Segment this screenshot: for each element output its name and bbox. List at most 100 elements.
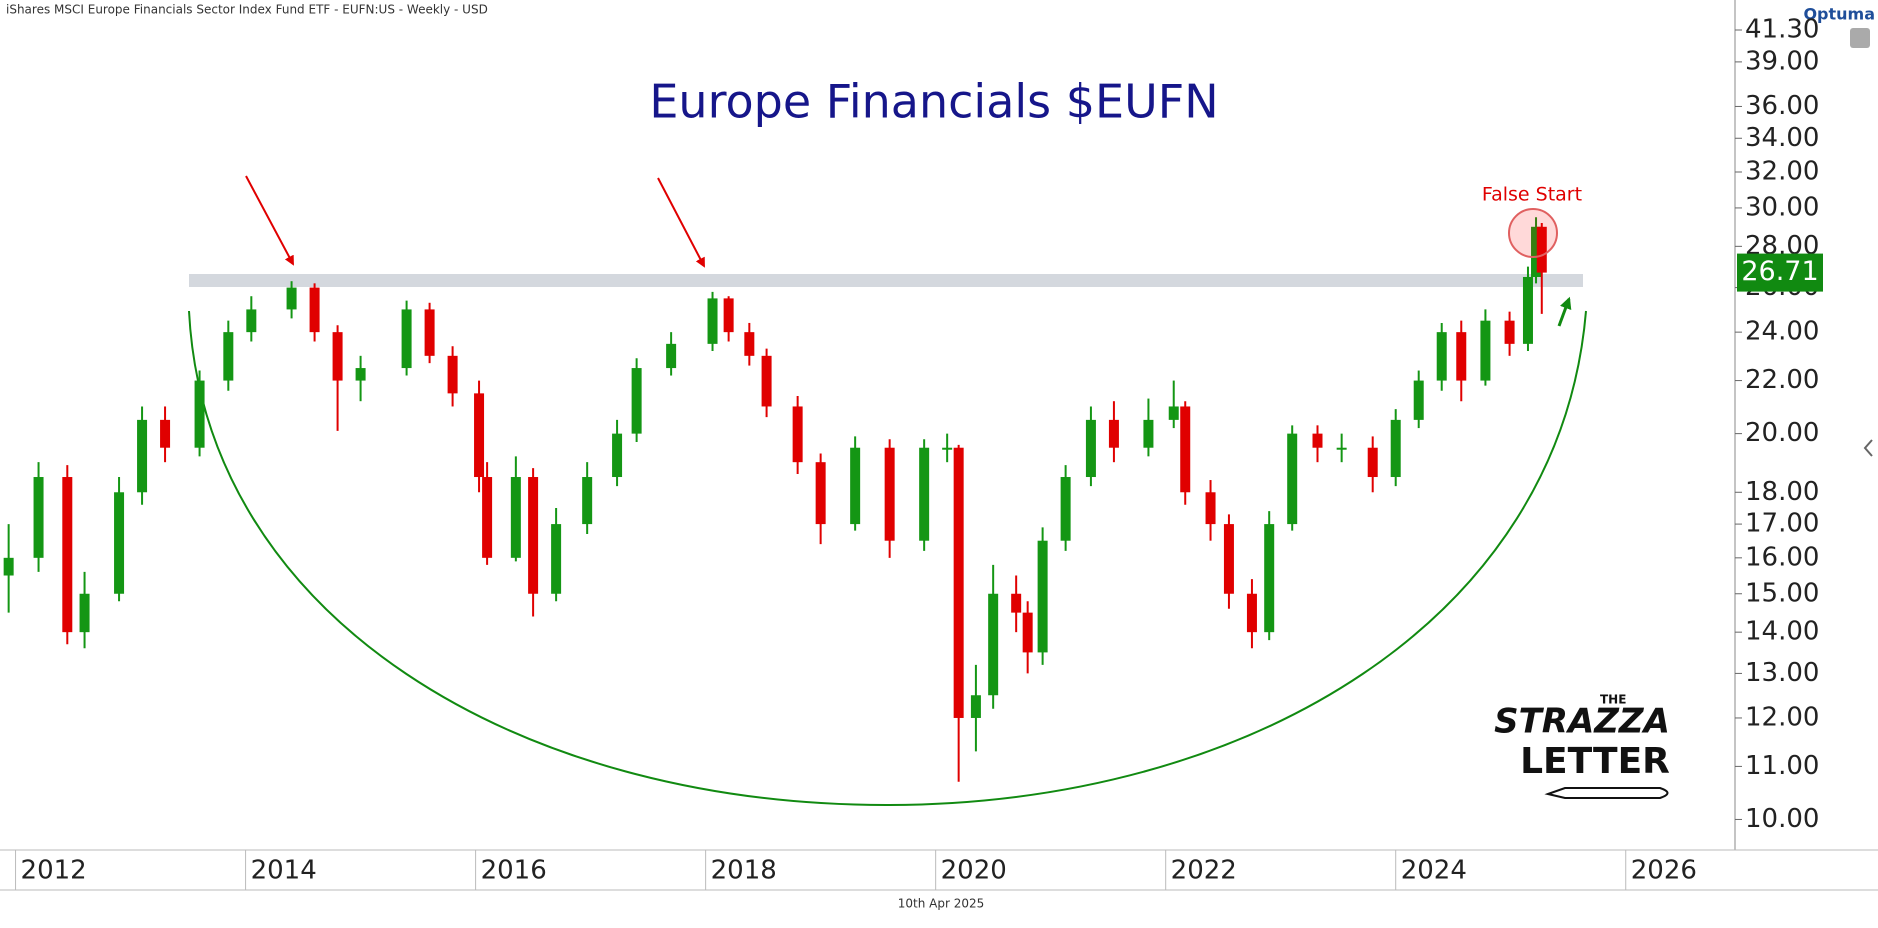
brand: Optuma [1803,5,1875,24]
y-tick-label: 16.00 [1745,542,1819,572]
candle-body [79,593,90,633]
candle-body [1180,406,1191,493]
candle-body [1390,419,1401,478]
y-tick-label: 20.00 [1745,418,1819,448]
candle-body [1037,540,1048,653]
candle-body [62,477,73,633]
y-tick-label: 30.00 [1745,192,1819,222]
last-price-label: 26.71 [1741,256,1818,287]
candle-body [723,298,734,333]
candle-body [1085,419,1096,478]
candle-body [612,433,623,478]
y-tick-label: 32.00 [1745,157,1819,187]
x-tick-label: 2022 [1171,856,1237,886]
candle-body [286,287,297,310]
candle-body [424,309,435,356]
candle-body [942,447,953,450]
candle-body [1480,320,1491,381]
candle-body [919,447,930,541]
candle-body [850,447,861,525]
candle-body [355,368,366,381]
candle-body [114,492,125,594]
candle-body [884,447,895,541]
y-tick-label: 39.00 [1745,46,1819,76]
y-tick-label: 41.30 [1745,14,1819,44]
candle-body [761,355,772,407]
candle-body [988,593,999,696]
candle-body [1264,524,1275,633]
x-tick-label: 2016 [481,856,547,886]
logo: THE STRAZZA LETTER [1494,693,1670,799]
candles [3,217,1547,782]
header: iShares MSCI Europe Financials Sector In… [6,3,488,17]
candle-body [631,368,642,434]
arrow [657,177,705,268]
chart-title: Europe Financials $EUFN [649,75,1218,129]
candle-body [707,298,718,344]
y-tick-label: 10.00 [1745,804,1819,834]
candle-body [1536,226,1547,273]
y-tick-label: 18.00 [1745,477,1819,507]
candle-body [1504,320,1515,344]
candle-body [1223,524,1234,594]
candle-body [1143,419,1154,448]
y-tick-label: 12.00 [1745,702,1819,732]
candle-body [332,332,343,381]
candle-body [1168,406,1179,420]
y-tick-label: 36.00 [1745,91,1819,121]
candle-body [1413,380,1424,420]
x-tick-label: 2026 [1631,856,1697,886]
arrow [1557,296,1572,327]
candle-body [1108,419,1119,448]
lock-icon[interactable] [1850,28,1870,48]
logo-text: LETTER [1520,741,1670,782]
resistance-band [189,274,1583,287]
x-tick-label: 2020 [941,856,1007,886]
annotation: False Start [1482,184,1582,206]
highlight-circle [1508,208,1558,258]
candle-body [447,355,458,394]
logo-pen [1544,787,1669,799]
candle-body [815,462,826,525]
candle-body [223,332,234,381]
y-tick-label: 34.00 [1745,123,1819,153]
arrow [245,175,294,266]
y-tick-label: 15.00 [1745,578,1819,608]
y-tick-label: 11.00 [1745,751,1819,781]
y-tick-label: 24.00 [1745,317,1819,347]
candle-body [1022,612,1033,653]
candle-body [1336,447,1347,450]
candle-body [510,477,521,558]
x-tick-label: 2024 [1401,856,1467,886]
candle-body [33,477,44,558]
candle-body [551,524,562,594]
y-tick-label: 22.00 [1745,365,1819,395]
candle-body [137,419,148,493]
candle-body [401,309,412,369]
candle-body [160,419,171,448]
candle-body [194,380,205,448]
x-tick-label: 2018 [711,856,777,886]
logo-text: STRAZZA [1494,702,1670,742]
candle-body [309,287,320,333]
y-tick-label: 17.00 [1745,509,1819,539]
last-price-tag [1737,253,1823,292]
collapse-icon[interactable] [1863,439,1873,457]
candle-body [3,557,14,576]
candle-body [1011,593,1022,613]
y-tick-label: 13.00 [1745,658,1819,688]
x-tick-label: 2014 [251,856,317,886]
y-tick-label: 14.00 [1745,617,1819,647]
candle-body [474,393,485,478]
candle-body [1531,226,1542,277]
candle-body [1436,332,1447,381]
candle-body [246,309,257,333]
candle-body [1205,492,1216,525]
candle-body [1456,332,1467,381]
candle-body [528,477,539,594]
candle-body [666,343,677,369]
footer: 10th Apr 2025 [898,897,985,911]
candle-body [953,447,964,718]
